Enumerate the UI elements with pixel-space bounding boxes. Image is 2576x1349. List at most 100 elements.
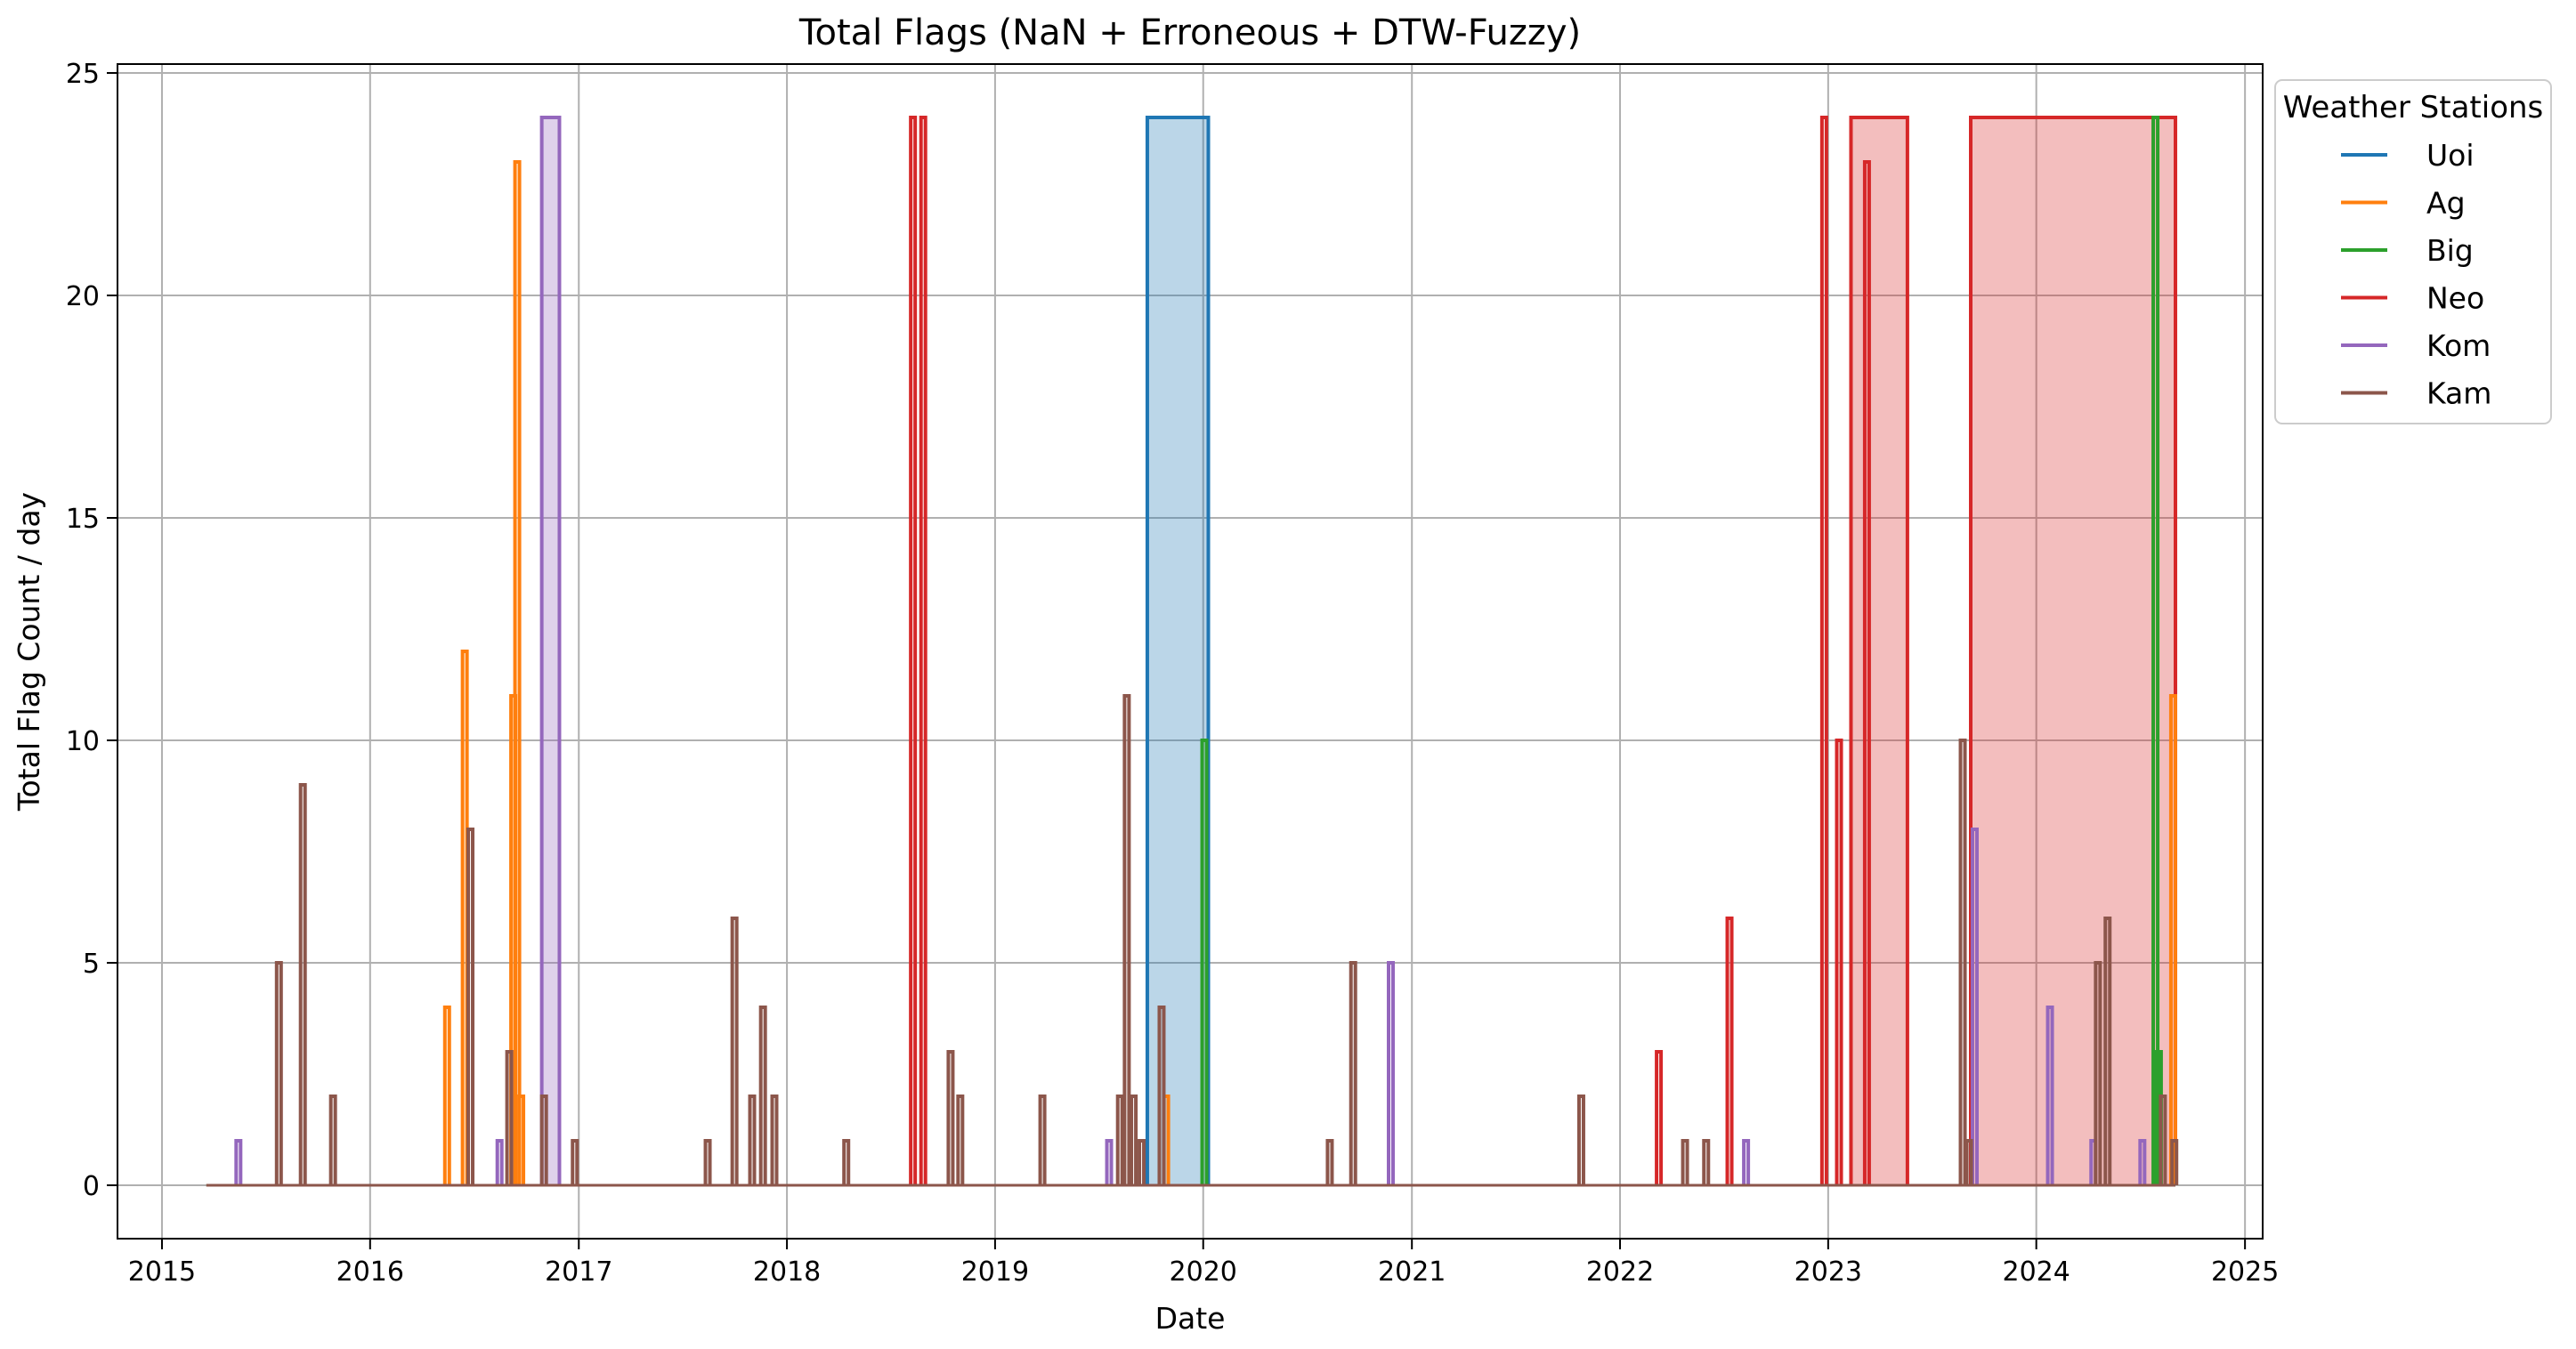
x-tick-label: 2015 — [128, 1256, 196, 1288]
legend-items: Uoi Ag Big Neo Kom Kam — [2341, 138, 2491, 411]
fill-areas — [541, 117, 2175, 1185]
y-tick-label: 5 — [83, 949, 100, 980]
y-tick-label: 0 — [83, 1171, 100, 1202]
spike-kam — [2159, 1095, 2167, 1185]
spike-neo — [1725, 917, 1734, 1185]
x-tick-label: 2022 — [1586, 1256, 1654, 1288]
spike-neo — [1835, 739, 1843, 1185]
x-tick-label: 2018 — [753, 1256, 821, 1288]
legend-label-ag: Ag — [2426, 186, 2466, 221]
spike-neo — [919, 116, 928, 1185]
spike-kom — [1970, 828, 1979, 1185]
legend-label-neo: Neo — [2426, 281, 2484, 316]
spike-kam — [1130, 1095, 1138, 1185]
spike-kam — [505, 1050, 514, 1185]
x-tick-label: 2025 — [2211, 1256, 2279, 1288]
chart-title: Total Flags (NaN + Erroneous + DTW-Fuzzy… — [798, 12, 1581, 53]
spike-kam — [2094, 961, 2102, 1185]
spike-kam — [328, 1095, 337, 1185]
y-tick-label: 10 — [66, 726, 100, 757]
spike-kam — [956, 1095, 965, 1185]
spike-kam — [539, 1095, 548, 1185]
spike-ag — [460, 650, 469, 1185]
x-tick-label: 2024 — [2002, 1256, 2070, 1288]
spike-kam — [466, 828, 475, 1185]
spike-ag — [2168, 694, 2177, 1185]
spike-kam — [758, 1006, 767, 1185]
legend: Weather Stations Uoi Ag Big Neo Kom Kam — [2274, 79, 2552, 424]
plateau-neo — [1969, 116, 2177, 1185]
spike-kom — [234, 1139, 243, 1185]
spike-kam — [2170, 1139, 2179, 1185]
y-axis-label: Total Flag Count / day — [12, 492, 46, 812]
spike-neo — [1655, 1050, 1664, 1185]
spike-kom — [1386, 961, 1395, 1185]
legend-frame — [2274, 79, 2552, 424]
legend-label-kam: Kam — [2426, 376, 2491, 411]
x-tick-label: 2016 — [336, 1256, 404, 1288]
plateau-neo — [1849, 116, 1909, 1185]
spike-kam — [1325, 1139, 1334, 1185]
x-axis: 2015 2016 2017 2018 2019 2020 2021 2022 2023 2024… — [128, 1239, 2279, 1288]
y-axis: 0 5 10 15 20 25 — [66, 59, 117, 1202]
spike-kam — [748, 1095, 757, 1185]
spike-kam — [2103, 917, 2112, 1185]
legend-label-big: Big — [2426, 233, 2474, 268]
spike-kam — [571, 1139, 579, 1185]
spike-neo — [909, 116, 918, 1185]
spike-kom — [495, 1139, 504, 1185]
spike-kam — [1681, 1139, 1689, 1185]
x-tick-label: 2019 — [961, 1256, 1029, 1288]
spike-kam — [274, 961, 283, 1185]
spike-ag — [517, 1095, 526, 1185]
spike-kam — [770, 1095, 779, 1185]
spike-kam — [1038, 1095, 1047, 1185]
y-tick-label: 15 — [66, 504, 100, 535]
spike-kam — [1964, 1139, 1973, 1185]
spike-kam — [1122, 694, 1131, 1185]
x-tick-label: 2023 — [1794, 1256, 1862, 1288]
spike-kam — [1958, 739, 1967, 1185]
spike-kam — [946, 1050, 955, 1185]
spike-neo — [1819, 116, 1828, 1185]
legend-title: Weather Stations — [2283, 90, 2544, 125]
spike-kam — [1349, 961, 1357, 1185]
spike-kom — [2138, 1139, 2147, 1185]
plot-frame — [117, 63, 2264, 1240]
spike-kam — [1115, 1095, 1124, 1185]
spike-big — [2151, 116, 2160, 1185]
spike-kam — [703, 1139, 712, 1185]
spike-ag — [442, 1006, 451, 1185]
y-tick-label: 25 — [66, 59, 100, 90]
spike-ag — [513, 160, 522, 1185]
spike-kam — [298, 783, 307, 1185]
spike-neo — [1862, 160, 1871, 1185]
x-tick-label: 2017 — [545, 1256, 612, 1288]
x-axis-label: Date — [1155, 1301, 1226, 1336]
spike-kom — [1105, 1139, 1114, 1185]
fill-area-kom — [541, 117, 560, 1185]
spike-big — [1200, 739, 1209, 1185]
series-kam — [206, 694, 2179, 1187]
spike-kam — [842, 1139, 851, 1185]
plateau-uoi — [1145, 116, 1211, 1185]
spike-kom — [1742, 1139, 1751, 1185]
fill-area-neo — [1971, 117, 2175, 1185]
x-tick-label: 2020 — [1170, 1256, 1237, 1288]
spike-kam — [1157, 1006, 1166, 1185]
spike-kom — [2045, 1006, 2054, 1185]
spike-kam — [730, 917, 739, 1185]
y-tick-label: 20 — [66, 281, 100, 312]
spike-kam — [1576, 1095, 1585, 1185]
plateau-kom — [539, 116, 562, 1185]
series-lines — [206, 116, 2179, 1187]
legend-label-uoi: Uoi — [2426, 138, 2475, 173]
fill-area-uoi — [1146, 117, 1209, 1185]
legend-label-kom: Kom — [2426, 328, 2491, 363]
fill-area-neo — [1851, 117, 1908, 1185]
spike-kam — [1138, 1139, 1146, 1185]
spike-kam — [1702, 1139, 1711, 1185]
x-tick-label: 2021 — [1378, 1256, 1446, 1288]
